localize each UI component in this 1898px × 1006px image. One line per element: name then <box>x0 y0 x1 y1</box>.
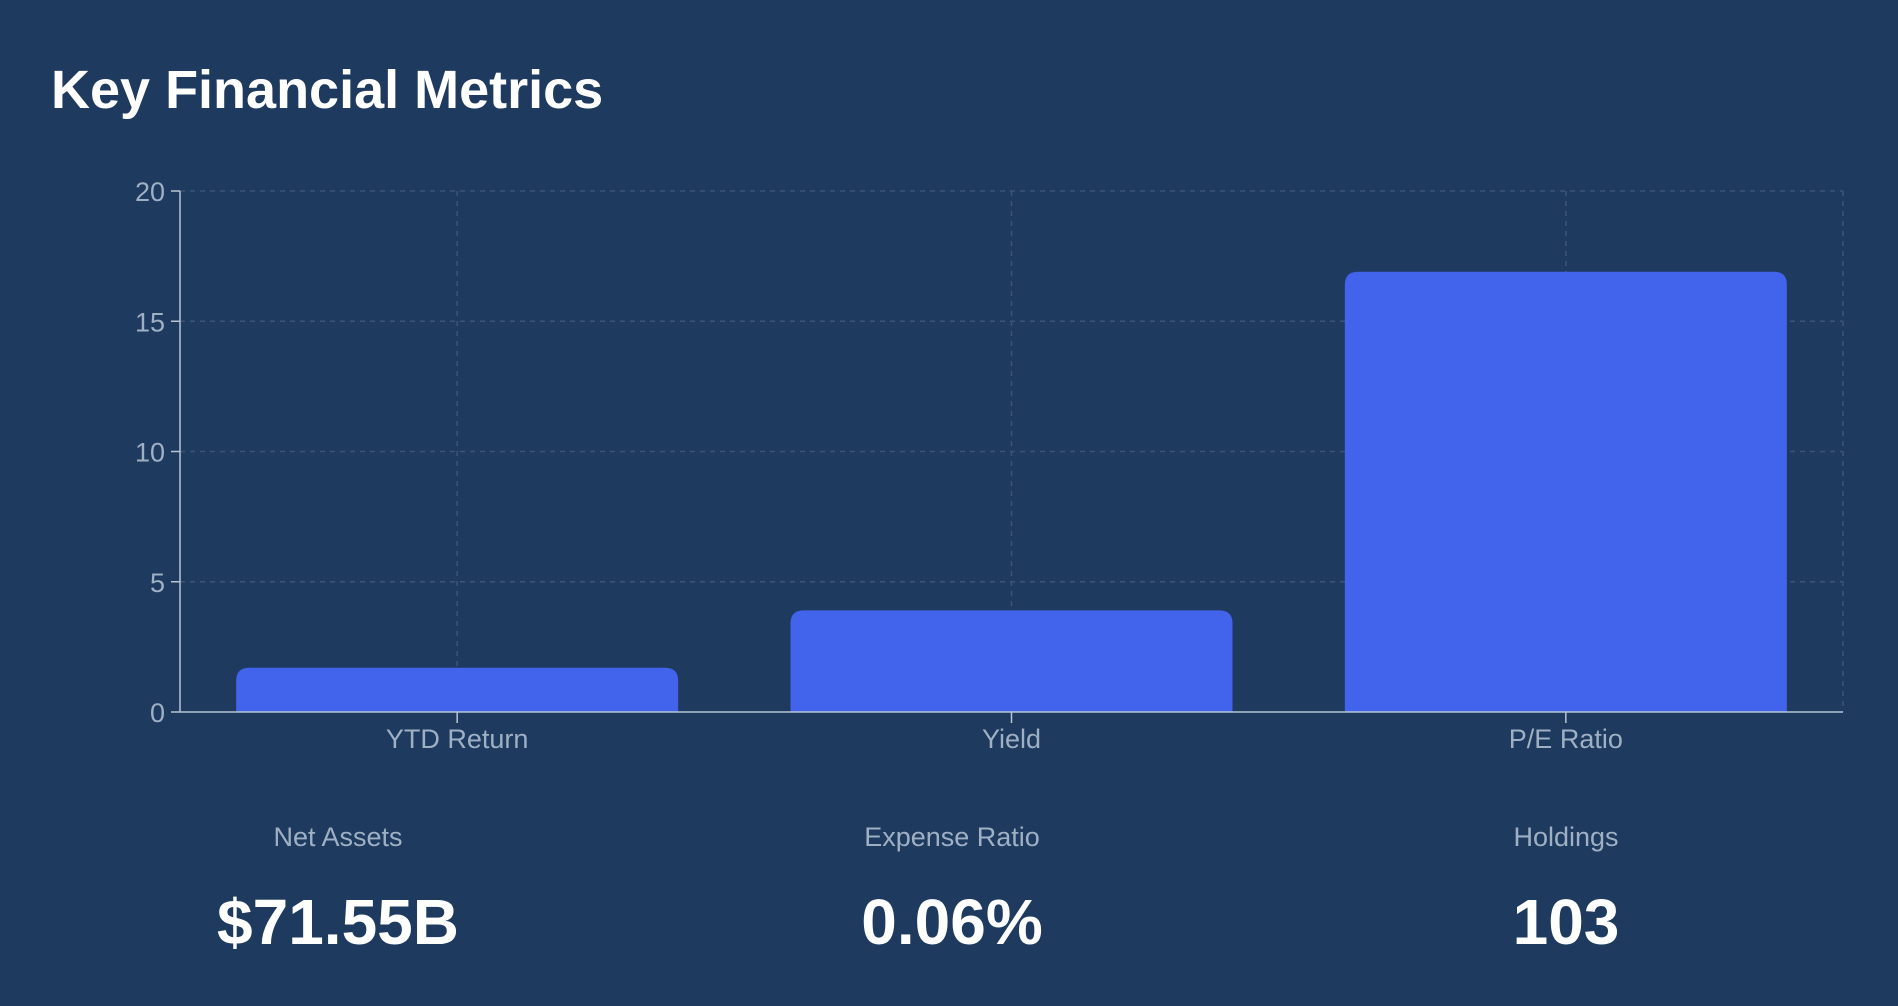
y-tick-label: 10 <box>135 438 165 468</box>
y-tick-label: 20 <box>135 177 165 207</box>
bar <box>1344 271 1787 712</box>
y-tick-label: 0 <box>150 698 165 728</box>
x-tick-label: YTD Return <box>386 724 529 754</box>
stat-expense-ratio: Expense Ratio 0.06% <box>752 820 1152 957</box>
chart-tick-labels: 0 5 10 15 20 YTD Return Yield P/E Ratio <box>135 177 1623 754</box>
x-tick-label: Yield <box>982 724 1041 754</box>
stat-value: 103 <box>1512 886 1620 959</box>
stat-holdings: Holdings 103 <box>1366 820 1766 957</box>
y-tick-label: 15 <box>135 307 165 337</box>
stat-label: Net Assets <box>273 822 403 852</box>
chart-bars <box>236 271 1787 712</box>
summary-stats: Net Assets $71.55B Expense Ratio 0.06% H… <box>0 820 1898 1000</box>
stat-net-assets: Net Assets $71.55B <box>138 820 538 957</box>
stat-value: $71.55B <box>217 886 459 959</box>
page-title: Key Financial Metrics <box>51 60 604 120</box>
stat-label: Expense Ratio <box>864 822 1040 852</box>
stat-label: Holdings <box>1513 822 1619 852</box>
bar <box>790 610 1233 712</box>
y-tick-label: 5 <box>150 568 165 598</box>
bar <box>236 667 679 712</box>
x-tick-label: P/E Ratio <box>1509 724 1623 754</box>
chart-axes <box>171 190 1843 723</box>
bar-chart: 0 5 10 15 20 YTD Return Yield P/E Ratio <box>135 177 1844 754</box>
stat-value: 0.06% <box>861 886 1043 959</box>
